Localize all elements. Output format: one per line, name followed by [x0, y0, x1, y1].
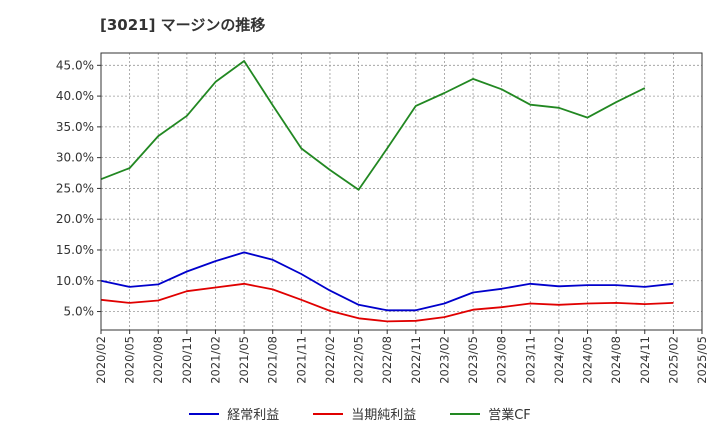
x-tick-label-9: 2022/05	[352, 336, 366, 384]
x-tick-label-1: 2020/05	[123, 336, 137, 384]
x-tick-label-6: 2021/08	[266, 336, 280, 384]
legend-label-keijo: 経常利益	[227, 408, 280, 423]
x-tick-label-14: 2023/08	[495, 336, 509, 384]
y-tick-label-1: 10.0%	[56, 274, 94, 288]
legend-item-keijo: 経常利益	[189, 404, 279, 423]
x-tick-label-0: 2020/02	[94, 336, 108, 384]
legend-swatch-keijo	[189, 412, 220, 415]
plot-frame	[100, 52, 703, 331]
series-line-2	[100, 60, 646, 191]
x-tick-label-17: 2024/05	[581, 336, 595, 384]
x-tick-label-15: 2023/11	[523, 336, 537, 384]
legend-item-eigyo-cf: 営業CF	[450, 404, 531, 423]
x-tick-label-3: 2020/11	[180, 336, 194, 384]
y-tick-label-5: 30.0%	[56, 151, 94, 165]
legend-label-eigyo-cf: 営業CF	[488, 408, 531, 423]
y-tick-label-7: 40.0%	[56, 89, 94, 103]
legend-swatch-eigyo-cf	[450, 412, 481, 415]
legend-item-junri: 当期純利益	[313, 404, 416, 423]
x-tick-label-20: 2025/02	[666, 336, 680, 384]
x-tick-label-7: 2021/11	[294, 336, 308, 384]
y-axis-ticks: 5.0% 10.0% 15.0% 20.0% 25.0% 30.0% 35.0% 40.0% 4…	[56, 58, 101, 319]
series-line-1	[100, 282, 674, 323]
grid	[101, 53, 702, 330]
x-tick-label-4: 2021/02	[208, 336, 222, 384]
y-tick-label-8: 45.0%	[56, 58, 94, 72]
legend-label-junri: 当期純利益	[351, 408, 417, 423]
series-lines	[100, 60, 674, 323]
chart-title: [3021] マージンの推移	[100, 16, 266, 34]
y-tick-label-0: 5.0%	[64, 305, 95, 319]
plot-border	[100, 52, 703, 331]
x-tick-label-16: 2024/02	[552, 336, 566, 384]
x-tick-label-12: 2023/02	[437, 336, 451, 384]
x-tick-label-21: 2025/05	[695, 336, 709, 384]
x-tick-label-2: 2020/08	[151, 336, 165, 384]
x-tick-label-10: 2022/08	[380, 336, 394, 384]
series-line-0	[100, 251, 674, 312]
y-tick-label-4: 25.0%	[56, 181, 94, 195]
legend-swatch-junri	[313, 412, 344, 415]
x-tick-label-8: 2022/02	[323, 336, 337, 384]
y-tick-label-3: 20.0%	[56, 212, 94, 226]
x-axis-ticks: 2020/02 2020/05 2020/08 2020/11 2021/02 2021/…	[94, 330, 709, 384]
x-tick-label-5: 2021/05	[237, 336, 251, 384]
x-tick-label-19: 2024/11	[638, 336, 652, 384]
y-tick-label-2: 15.0%	[56, 243, 94, 257]
y-tick-label-6: 35.0%	[56, 120, 94, 134]
x-tick-label-18: 2024/08	[609, 336, 623, 384]
legend: 経常利益 当期純利益 営業CF	[0, 404, 720, 423]
x-tick-label-11: 2022/11	[409, 336, 423, 384]
x-tick-label-13: 2023/05	[466, 336, 480, 384]
